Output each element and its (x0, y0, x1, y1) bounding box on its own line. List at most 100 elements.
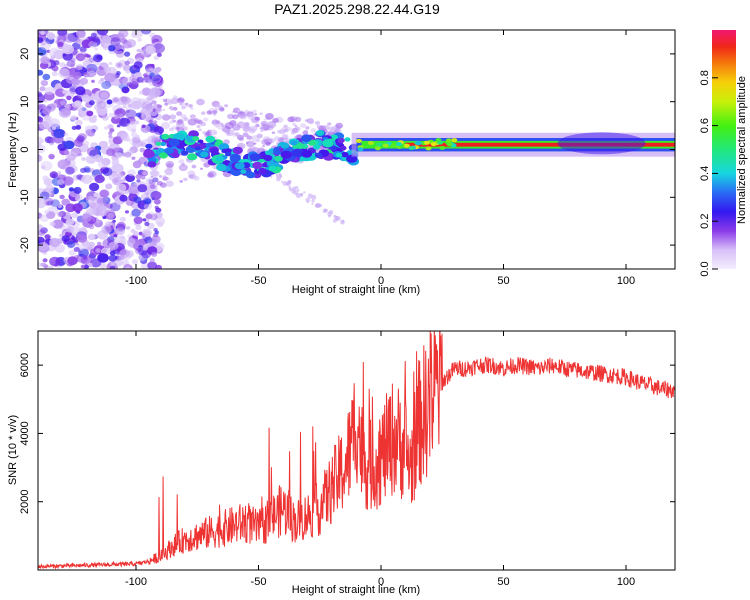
spectrogram-noise-blob (136, 48, 142, 53)
snr-x-label: Height of straight line (km) (292, 584, 420, 596)
spectrogram-noise-blob (38, 241, 49, 251)
spectrogram-noise-blob (100, 140, 109, 148)
spectrogram-streak-blob (300, 192, 304, 196)
spectrogram-streak-blob (288, 186, 292, 189)
spectrogram-transition-blob (179, 180, 184, 183)
spectrogram-streak-blob (293, 190, 299, 196)
spectrogram-streak-blob (275, 173, 278, 176)
spectrogram-noise-blob (129, 146, 138, 154)
spectrogram-noise-blob (44, 86, 55, 95)
spectrogram-ridge-blob (301, 150, 313, 158)
spectrogram-transition-blob (212, 110, 218, 114)
spectrogram-noise-blob (94, 67, 100, 72)
spectrogram-transition-blob (150, 175, 154, 179)
spectrogram-noise-blob (133, 216, 143, 225)
spectrogram-transition-blob (145, 105, 154, 112)
spectrogram-noise-blob (153, 227, 158, 232)
spectrogram-transition-blob (166, 100, 173, 105)
spectrogram-ridge-blob (197, 139, 204, 144)
colorbar-tick-label: 0.6 (699, 118, 711, 133)
spectrogram-transition-blob (193, 175, 200, 181)
spectrogram-noise-blob (39, 191, 50, 200)
spectrogram-band-blob (437, 140, 444, 145)
spectrogram-transition-blob (280, 127, 288, 133)
spectrogram-band-blob (374, 146, 381, 151)
spectrogram-x-ticks: -100 -50 0 50 100 (125, 30, 635, 287)
spectrogram-ridge-blob (322, 139, 334, 148)
spectrogram-noise-blob (126, 82, 132, 87)
spectrogram-transition-blob (232, 129, 236, 132)
spectrogram-noise-blob (122, 105, 127, 109)
spectrogram-noise-blob (133, 196, 142, 204)
spectrogram-noise-blob (125, 39, 137, 48)
spectrogram-noise-blob (81, 107, 86, 111)
spectrogram-noise-blob (71, 125, 77, 130)
spectrogram-noise-blob (115, 152, 123, 159)
spectrogram-band-core (405, 142, 675, 147)
spectrogram-ridge-blob (314, 152, 323, 158)
spectrogram-transition-blob (162, 108, 165, 111)
spectrogram-transition-blob (247, 141, 252, 145)
spectrogram-noise-blob (141, 30, 152, 35)
spectrogram-noise-blob (47, 265, 54, 269)
spectrogram-transition-blob (208, 129, 218, 136)
spectrogram-noise-blob (65, 166, 75, 175)
spectrogram-noise-blob (146, 64, 153, 70)
spectrogram-transition-blob (176, 97, 185, 104)
spectrogram-noise-blob (125, 266, 131, 269)
snr-x-tick-label: 100 (617, 576, 635, 588)
spectrogram-noise-blob (109, 265, 116, 269)
spectrogram-ridge-blob (214, 141, 221, 146)
spectrogram-noise-blob (111, 158, 120, 166)
spectrogram-noise-blob (84, 53, 89, 58)
spectrogram-ridge-blob (205, 142, 212, 148)
snr-panel: -100 -50 0 50 100 2000 4000 6000 Height of str… (7, 330, 676, 596)
spectrogram-noise-blob (97, 159, 109, 169)
spectrogram-transition-blob (166, 177, 170, 180)
spectrogram-ridge-blob (301, 134, 312, 142)
spectrogram-transition-blob (161, 114, 171, 121)
spectrogram-noise-blob (116, 221, 126, 230)
spectrogram-noise-blob (45, 201, 50, 206)
spectrogram-noise-blob (96, 241, 102, 246)
spectrogram-noise-blob (74, 100, 82, 107)
spectrogram-noise-blob (86, 110, 94, 117)
spectrogram-transition-blob (260, 124, 270, 131)
spectrogram-noise-blob (118, 113, 123, 118)
spectrogram-noise-blob (99, 91, 109, 99)
spectrogram-noise-blob (104, 221, 112, 227)
spectrogram-noise-blob (38, 229, 46, 236)
spectrogram-noise-blob (45, 184, 55, 192)
spectrogram-transition-blob (236, 121, 246, 128)
spectrogram-transition-blob (277, 129, 282, 134)
spectrogram-noise-blob (58, 68, 70, 79)
spectrogram-noise-blob (110, 37, 121, 46)
spectrogram-transition-blob (152, 120, 158, 124)
spectrogram-ridge-blob (145, 143, 153, 149)
spectrogram-noise-blob (63, 132, 69, 137)
spectrogram-ridge-blob (268, 165, 277, 172)
spectrogram-ridge-blob (155, 141, 162, 146)
snr-y-tick-label: 6000 (19, 353, 31, 377)
spectrogram-transition-blob (178, 159, 185, 164)
spectrogram-ridge-blob (249, 153, 261, 162)
spectrogram-transition-blob (254, 116, 260, 121)
spectrogram-streak-blob (328, 214, 331, 218)
spectrogram-transition-blob (207, 172, 215, 178)
spectrogram-noise-blob (98, 79, 103, 85)
snr-y-tick-label: 4000 (19, 421, 31, 445)
spectrogram-ridge-blob (159, 152, 168, 159)
spectrogram-band-blob (355, 138, 362, 143)
spectrogram-noise-blob (132, 259, 139, 265)
spectrogram-transition-blob (268, 138, 275, 144)
spectrogram-noise-blob (91, 36, 100, 43)
spectrogram-transition-blob (190, 107, 194, 110)
spectrogram-noise-blob (103, 126, 109, 130)
spectrogram-ridge-blob (232, 146, 243, 155)
spectrogram-noise-blob (62, 52, 73, 61)
spectrogram-noise-blob (81, 39, 93, 49)
spectrogram-ridge-blob (192, 136, 200, 142)
figure-title: PAZ1.2025.298.22.44.G19 (274, 1, 440, 17)
spectrogram-transition-blob (169, 114, 177, 120)
spectrogram-noise-blob (76, 233, 88, 243)
